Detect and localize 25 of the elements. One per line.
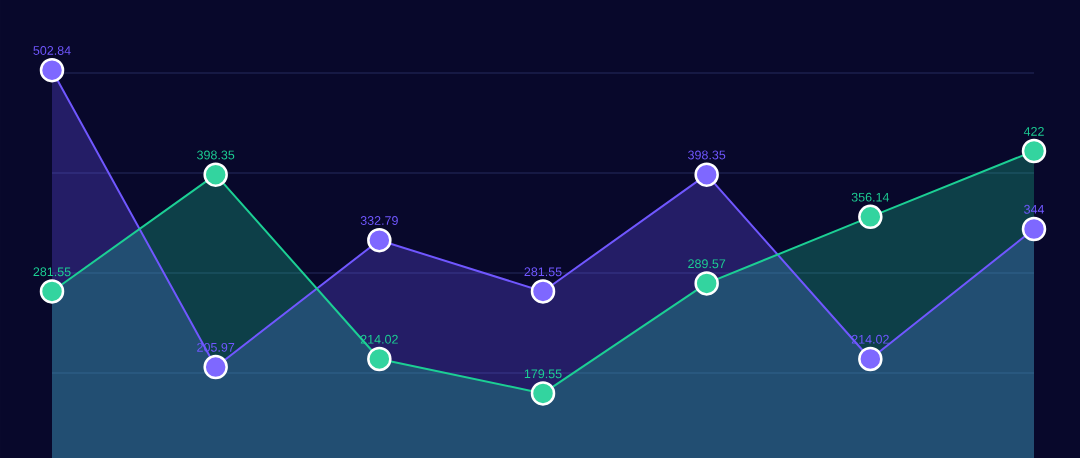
data-label: 281.55 — [33, 267, 71, 277]
point — [1021, 138, 1047, 164]
point — [367, 346, 392, 372]
data-label: 398.35 — [197, 150, 235, 160]
point — [694, 271, 719, 296]
data-label: 356.14 — [851, 192, 890, 202]
data-label: 289.57 — [688, 259, 726, 269]
point — [203, 354, 228, 380]
data-label: 179.55 — [524, 369, 562, 379]
point — [39, 57, 65, 83]
point — [530, 279, 556, 304]
data-label: 398.35 — [688, 150, 726, 160]
data-label: 344 — [1024, 204, 1045, 214]
point — [530, 381, 556, 406]
data-label: 502.84 — [33, 46, 71, 55]
point — [1021, 216, 1047, 242]
point — [858, 204, 883, 230]
point — [39, 279, 65, 304]
point — [858, 346, 883, 372]
point — [367, 227, 392, 253]
data-label: 332.79 — [360, 216, 398, 225]
point — [694, 162, 719, 187]
data-label: 422 — [1023, 126, 1044, 136]
data-label: 281.55 — [524, 267, 562, 277]
point — [203, 162, 228, 187]
